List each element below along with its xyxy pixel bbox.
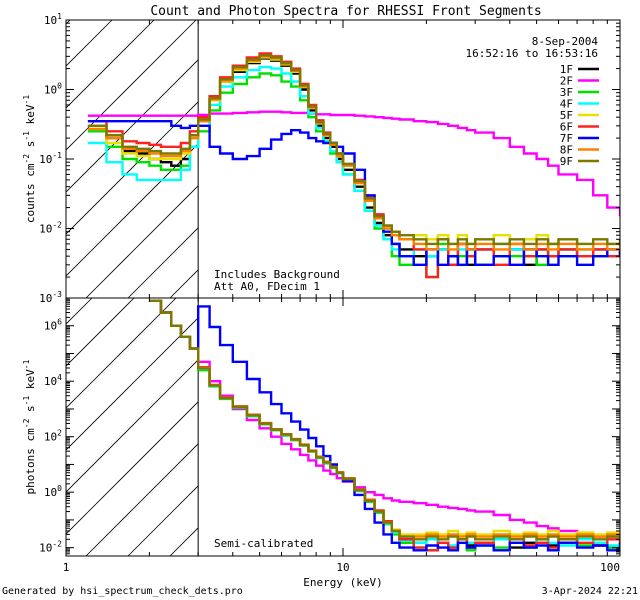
y-tick-label-counts: 10-3	[39, 290, 62, 305]
annotation-attenuator: Att A0, FDecim 1	[214, 280, 320, 293]
hatch-line-counts	[66, 20, 155, 109]
y-tick-label-photons: 10-2	[39, 540, 62, 555]
y-tick-label-photons: 102	[44, 429, 62, 444]
y-tick-label-photons: 100	[44, 484, 62, 499]
hatch-line-photons	[632, 298, 640, 556]
counts-series-group	[87, 52, 620, 279]
x-axis-label: Energy (keV)	[303, 576, 382, 589]
y-tick-label-counts: 10-2	[39, 221, 62, 236]
legend-label-4F: 4F	[560, 98, 573, 111]
hatch-line-photons	[66, 298, 135, 367]
series-photons-9F	[149, 299, 620, 541]
legend-label-3F: 3F	[560, 86, 573, 99]
hatch-line-photons	[66, 359, 199, 493]
hatch-line-photons	[66, 317, 199, 451]
photons-series-group	[149, 299, 620, 552]
legend-label-5F: 5F	[560, 109, 573, 122]
hatch-line-photons	[422, 298, 640, 556]
legend-label-1F: 1F	[560, 63, 573, 76]
annotation-background: Includes Background	[214, 268, 340, 281]
photons-plot-frame	[65, 297, 621, 557]
footer-timestamp: 3-Apr-2024 22:21	[542, 586, 638, 597]
hatch-line-photons	[548, 298, 640, 556]
legend-label-8F: 8F	[560, 144, 573, 157]
hatch-line-counts	[66, 101, 199, 235]
hatch-line-counts	[632, 20, 640, 298]
hatch-line-counts	[66, 20, 197, 151]
hatch-line-photons	[464, 298, 640, 556]
hatch-line-photons	[66, 298, 93, 325]
y-tick-label-photons: 106	[44, 318, 62, 333]
photons-y-axis-label: photons cm-2 s-1 keV-1	[22, 359, 37, 494]
hatch-line-counts	[127, 227, 199, 298]
y-tick-label-counts: 10-1	[39, 151, 62, 166]
time-range: 16:52:16 to 16:53:16	[466, 47, 598, 60]
hatch-line-photons	[296, 298, 554, 556]
annotation-semi-calibrated: Semi-calibrated	[214, 537, 313, 550]
hatch-line-photons	[212, 298, 470, 556]
hatch-line-photons	[66, 401, 199, 535]
hatch-line-counts	[66, 59, 199, 193]
hatch-line-photons	[590, 298, 640, 556]
x-tick-label: 10	[336, 561, 349, 574]
hatch-line-photons	[0, 298, 8, 556]
hatch-line-photons	[66, 298, 177, 409]
legend-label-2F: 2F	[560, 75, 573, 88]
photons-axes: 10-2 100 102 104 106 1 10 100	[39, 297, 620, 574]
y-tick-label-counts: 100	[44, 82, 62, 97]
observation-date: 8-Sep-2004	[532, 35, 599, 48]
legend-label-7F: 7F	[560, 132, 573, 145]
legend-label-9F: 9F	[560, 155, 573, 168]
hatch-line-photons	[85, 443, 199, 556]
chart-title: Count and Photon Spectra for RHESSI Fron…	[150, 4, 541, 19]
footer-generated-by: Generated by hsi_spectrum_check_dets.pro	[2, 586, 243, 597]
hatch-line-photons	[127, 485, 199, 556]
y-tick-label-counts: 101	[44, 12, 62, 27]
y-tick-label-photons: 104	[44, 373, 62, 388]
counts-axes: 10-3 10-2 10-1 100 101	[39, 12, 620, 305]
series-counts-2F	[87, 110, 620, 217]
x-tick-label: 100	[600, 561, 620, 574]
x-tick-label: 1	[63, 561, 70, 574]
hatch-line-photons	[338, 298, 596, 556]
hatch-line-counts	[85, 185, 199, 298]
counts-y-axis-label: counts cm-2 s-1 keV-1	[22, 95, 37, 223]
hatched-region-photons	[0, 298, 640, 556]
series-counts-9F	[87, 54, 620, 246]
legend-label-6F: 6F	[560, 121, 573, 134]
series-counts-7F	[87, 120, 620, 266]
